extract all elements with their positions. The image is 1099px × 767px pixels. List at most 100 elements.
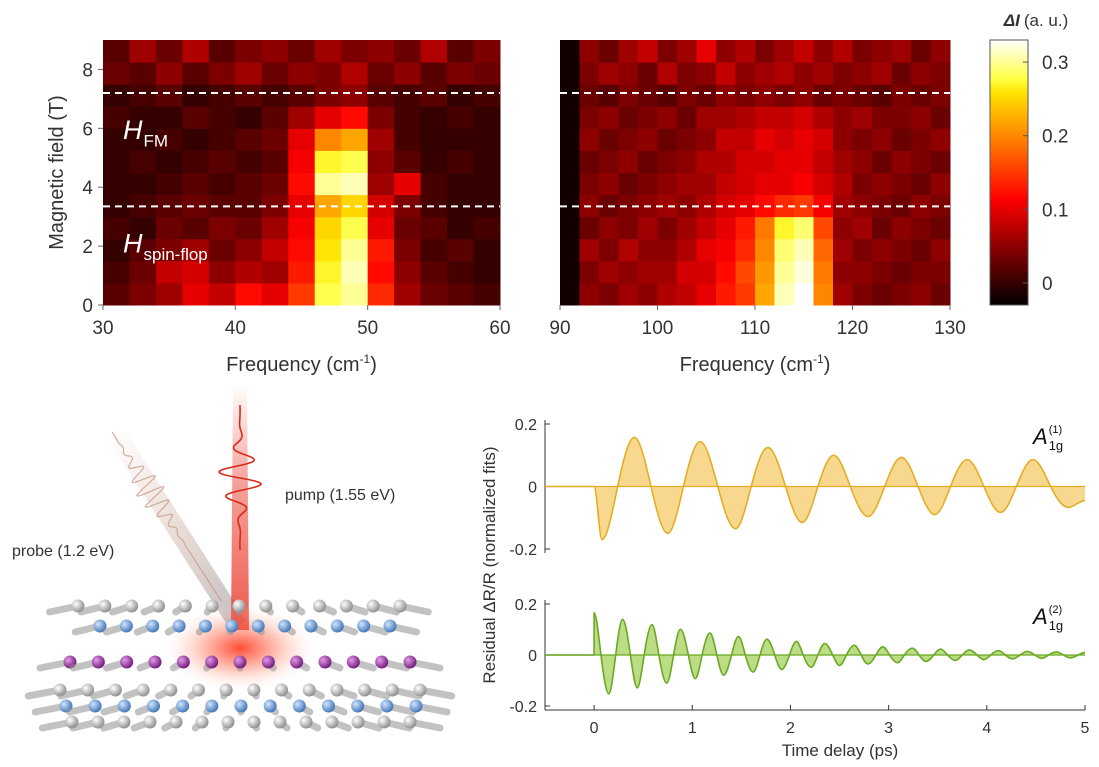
heatmap-cell [129,172,157,196]
heatmap-cell [129,282,157,306]
heatmap-cell [930,128,951,151]
atom [169,715,183,729]
heatmap-cell [657,150,678,173]
heatmap-cell [852,150,873,173]
heatmap-cell [261,150,289,173]
heatmap-cell [618,84,639,107]
heatmap-cell [235,216,263,240]
heatmap-cell [852,216,873,240]
series-area [545,612,1085,694]
heatmap-cell [755,172,775,196]
x-axis-label-sup: -1 [360,352,371,366]
heatmap-cell [261,238,289,262]
heatmap-cell [813,194,834,218]
heatmap-cell [208,62,236,85]
heatmap-cell [774,216,795,240]
atom [225,619,239,633]
heatmap-cell [833,84,853,107]
heatmap-cell [447,150,475,173]
heatmap-cell [129,150,157,173]
heatmap-cell [579,238,600,262]
heatmap-cell [288,282,316,306]
heatmap-cell [314,128,342,151]
x-tick-label: 2 [786,720,795,737]
heatmap-cell [794,62,814,85]
atom [403,715,417,729]
heatmap-cell [930,106,951,129]
probe-pulse [111,431,222,602]
heatmap-cell [716,282,736,306]
heatmap-cell [367,150,395,173]
colorbar-tick-label: 0 [1042,274,1053,295]
heatmap-cell [473,40,501,63]
atom [318,655,332,669]
colorbar-tick-label: 0.1 [1042,200,1068,221]
heatmap-cell [155,106,183,129]
heatmap-cell [872,260,892,284]
atom [304,619,318,633]
heatmap-cell [755,260,775,284]
heatmap-cell [911,40,931,63]
heatmap-cell [657,194,678,218]
heatmap-cell [288,40,316,63]
atom [339,599,353,613]
heatmap-cell [696,128,717,151]
heatmap-cell [155,282,183,306]
pump-label: pump (1.55 eV) [285,487,395,504]
heatmap-cell [872,282,892,306]
heatmap-cell [657,84,678,107]
heatmap-cell [813,238,834,262]
atom [91,655,105,669]
x-axis-label-sup: -1 [813,352,824,366]
y-tick-label: -0.2 [509,699,537,716]
heatmap-cell [288,172,316,196]
heatmap-cell [473,260,501,284]
heatmap-cell [473,282,501,306]
heatmap-cell [872,106,892,129]
heatmap-cell [891,40,912,63]
atom [325,715,339,729]
heatmap-cell [657,62,678,85]
heatmap-cell [341,216,369,240]
heatmap-cell [473,216,501,240]
atom [205,655,219,669]
heatmap-cell [852,84,873,107]
atom [120,655,134,669]
heatmap-cell [473,84,501,107]
atom [351,699,365,713]
atom [385,683,399,697]
heatmap-cell [341,282,369,306]
heatmap-cell [235,238,263,262]
atom [247,683,261,697]
atom [383,619,397,633]
heatmap-cell [579,260,600,284]
y-tick-label: 0.2 [515,597,537,614]
heatmap-cell [560,260,580,284]
heatmap-cell [930,172,951,196]
heatmap-cell [394,172,422,196]
heatmap-cell [560,238,580,262]
heatmap-cell [599,172,619,196]
probe-label: probe (1.2 eV) [12,543,114,560]
heatmap-cell [288,260,316,284]
heatmap-cell [288,62,316,85]
heatmap-cell [420,128,448,151]
heatmap-cell [833,128,853,151]
heatmap-cell [208,106,236,129]
series-line [545,436,1086,541]
heatmap-cell [103,238,130,262]
heatmap-cell [755,128,775,151]
heatmap-cell [129,84,157,107]
colorbar-label-unit: (a. u.) [1024,11,1068,30]
heatmap-cell [235,62,263,85]
atom [313,599,326,613]
heatmap-cell [696,62,717,85]
heatmap-cell [657,216,678,240]
heatmap-cell [447,62,475,85]
heatmap-cell [755,282,775,306]
x-tick-label: 130 [934,318,966,339]
heatmap-cell [579,216,600,240]
heatmap-cell [813,282,834,306]
field-annotation-sub: spin-flop [144,245,208,264]
